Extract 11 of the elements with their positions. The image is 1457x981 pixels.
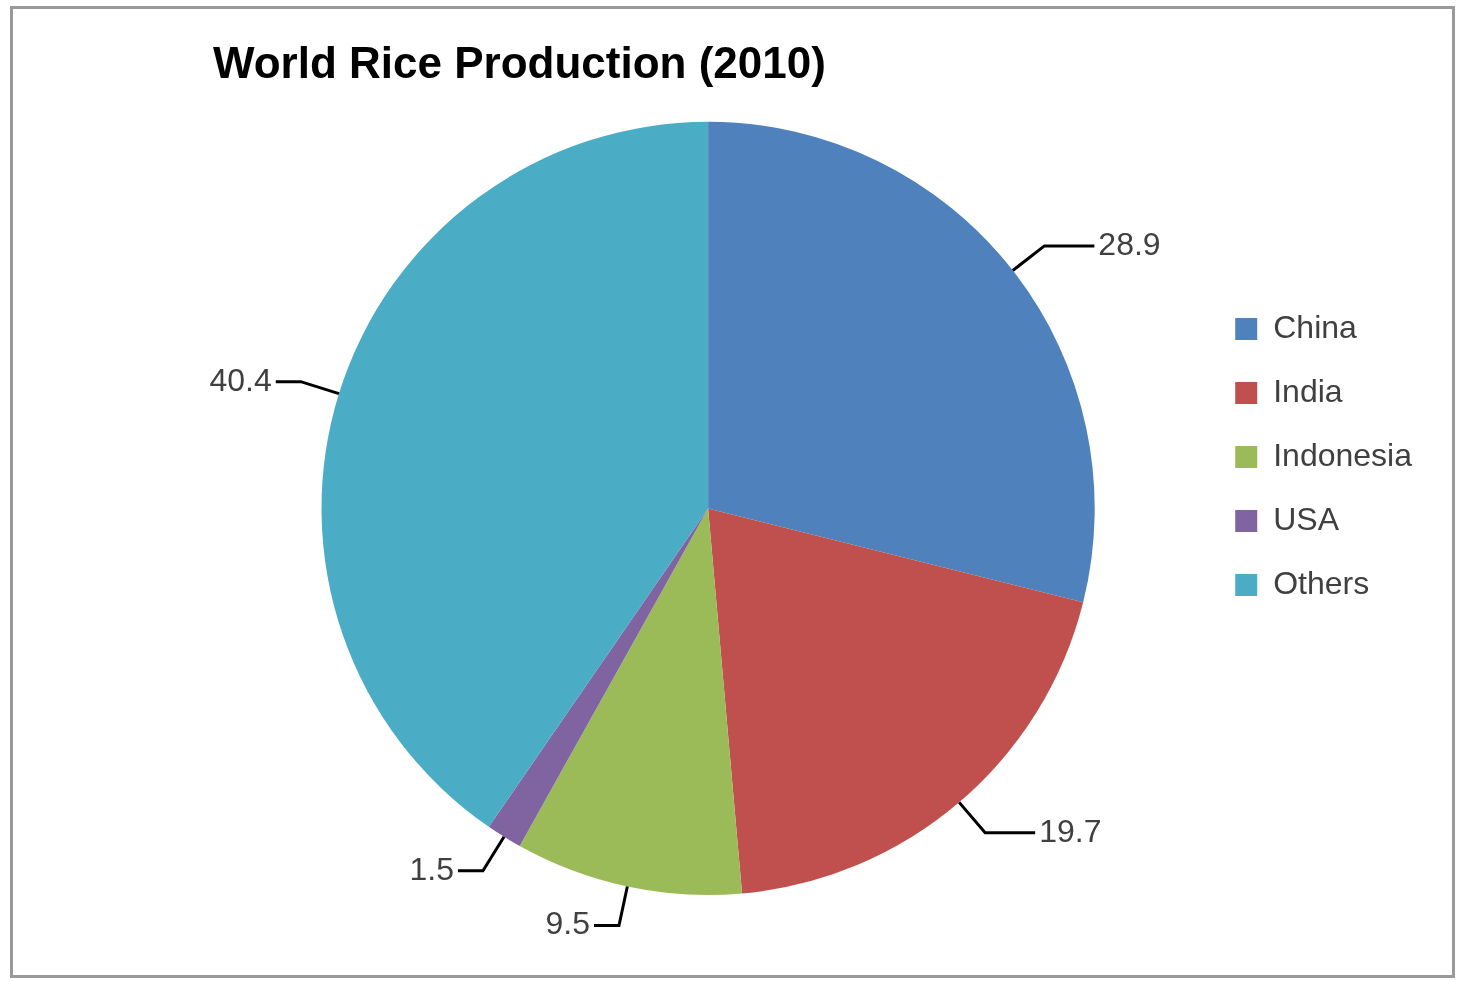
legend-label: Indonesia [1273,436,1413,473]
legend-label: India [1273,372,1343,409]
data-label: 19.7 [1039,812,1102,849]
legend-label: USA [1273,500,1340,537]
data-label: 40.4 [209,361,272,398]
legend-label: China [1273,308,1358,345]
data-label: 28.9 [1098,225,1161,262]
legend-label: Others [1273,564,1370,601]
chart-title: World Rice Production (2010) [213,37,826,87]
data-label: 1.5 [409,850,454,887]
data-label: 9.5 [545,905,590,942]
